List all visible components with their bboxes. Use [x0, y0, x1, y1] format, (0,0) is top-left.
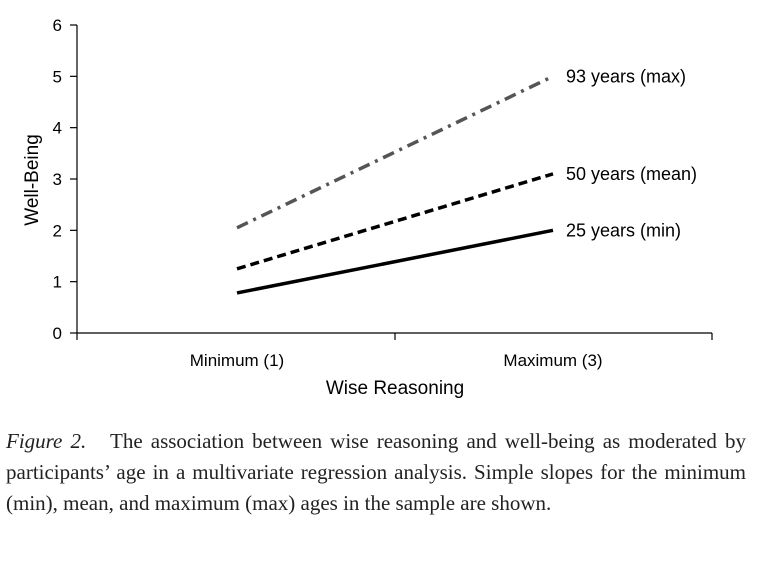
- y-tick-label: 6: [53, 16, 62, 35]
- y-tick-label: 2: [53, 221, 62, 240]
- x-tick-label: Maximum (3): [503, 351, 602, 370]
- series-label: 50 years (mean): [566, 164, 697, 184]
- series-lines: [236, 74, 554, 295]
- y-tick-label: 3: [53, 170, 62, 189]
- series-line-max: [236, 74, 554, 230]
- y-tick-label: 1: [53, 273, 62, 292]
- y-tick-label: 0: [53, 324, 62, 343]
- figure-label: Figure 2.: [6, 429, 87, 453]
- series-labels: 93 years (max) 50 years (mean) 25 years (m…: [566, 66, 697, 240]
- x-tick-label: Minimum (1): [190, 351, 284, 370]
- series-label: 93 years (max): [566, 66, 686, 86]
- caption-text: The association between wise reasoning a…: [6, 429, 746, 515]
- series-line-mean: [236, 172, 554, 271]
- x-axis-title: Wise Reasoning: [326, 378, 464, 399]
- line-chart: 0 1 2 3 4 5 6 Minimum (1) Maximum (3) 93 years …: [22, 16, 713, 399]
- y-ticks: 0 1 2 3 4 5 6: [53, 16, 77, 343]
- y-tick-label: 5: [53, 67, 62, 86]
- figure-caption: Figure 2. The association between wise r…: [6, 426, 746, 519]
- series-label: 25 years (min): [566, 220, 681, 240]
- y-axis-title: Well-Being: [22, 134, 43, 226]
- x-ticks: Minimum (1) Maximum (3): [76, 333, 713, 370]
- series-line-min: [236, 228, 554, 295]
- y-tick-label: 4: [53, 119, 62, 138]
